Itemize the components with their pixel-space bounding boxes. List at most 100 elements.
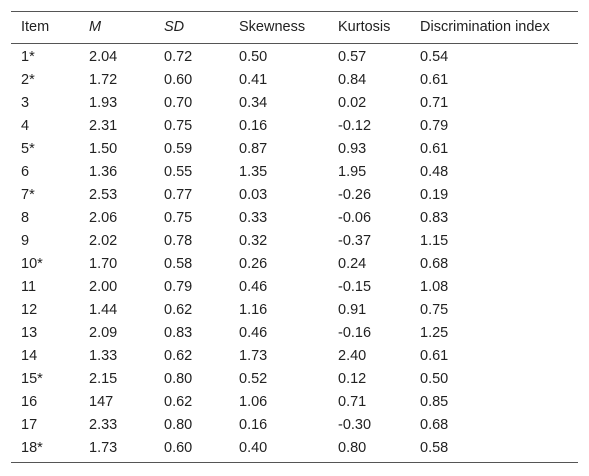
cell-item: 9: [21, 233, 30, 250]
cell-skewness: 0.40: [239, 440, 268, 457]
cell-mean: 1.70: [89, 256, 118, 273]
header-row: Item M SD Skewness Kurtosis Discriminati…: [11, 11, 578, 44]
cell-mean: 1.72: [89, 72, 118, 89]
cell-mean: 1.73: [89, 440, 118, 457]
cell-sd: 0.80: [164, 417, 193, 434]
cell-discrimination-index: 0.19: [420, 187, 449, 204]
cell-item: 6: [21, 164, 30, 181]
cell-kurtosis: 0.84: [338, 72, 367, 89]
cell-item: 2*: [21, 72, 35, 89]
cell-mean: 2.53: [89, 187, 118, 204]
cell-discrimination-index: 0.61: [420, 141, 449, 158]
table-row: 10* 1.70 0.58 0.26 0.24 0.68: [11, 253, 578, 276]
cell-skewness: 1.35: [239, 164, 268, 181]
cell-skewness: 0.52: [239, 371, 268, 388]
cell-item: 18*: [21, 440, 43, 457]
cell-skewness: 0.03: [239, 187, 268, 204]
cell-item: 7*: [21, 187, 35, 204]
cell-item: 12: [21, 302, 38, 319]
table-row: 4 2.31 0.75 0.16 -0.12 0.79: [11, 115, 578, 138]
cell-sd: 0.60: [164, 440, 193, 457]
cell-sd: 0.77: [164, 187, 193, 204]
table-row: 6 1.36 0.55 1.35 1.95 0.48: [11, 161, 578, 184]
cell-kurtosis: -0.16: [338, 325, 372, 342]
cell-skewness: 0.32: [239, 233, 268, 250]
cell-mean: 2.04: [89, 49, 118, 66]
cell-discrimination-index: 0.75: [420, 302, 449, 319]
cell-kurtosis: 1.95: [338, 164, 367, 181]
cell-kurtosis: 0.12: [338, 371, 367, 388]
table-row: 17 2.33 0.80 0.16 -0.30 0.68: [11, 414, 578, 437]
cell-skewness: 1.73: [239, 348, 268, 365]
table-body: 1* 2.04 0.72 0.50 0.57 0.54 2* 1.72 0.60 0.41 0.84…: [11, 44, 578, 463]
cell-mean: 2.33: [89, 417, 118, 434]
cell-skewness: 0.41: [239, 72, 268, 89]
cell-mean: 1.50: [89, 141, 118, 158]
statistics-table-container: Item M SD Skewness Kurtosis Discriminati…: [11, 11, 578, 463]
table-row: 13 2.09 0.83 0.46 -0.16 1.25: [11, 322, 578, 345]
cell-item: 17: [21, 417, 38, 434]
cell-sd: 0.62: [164, 348, 193, 365]
cell-discrimination-index: 1.08: [420, 279, 449, 296]
table-row: 9 2.02 0.78 0.32 -0.37 1.15: [11, 230, 578, 253]
cell-sd: 0.80: [164, 371, 193, 388]
cell-sd: 0.83: [164, 325, 193, 342]
cell-kurtosis: -0.12: [338, 118, 372, 135]
cell-item: 8: [21, 210, 30, 227]
item-statistics-table: Item M SD Skewness Kurtosis Discriminati…: [11, 11, 578, 463]
cell-mean: 2.02: [89, 233, 118, 250]
cell-skewness: 0.26: [239, 256, 268, 273]
cell-discrimination-index: 0.58: [420, 440, 449, 457]
cell-kurtosis: -0.26: [338, 187, 372, 204]
cell-discrimination-index: 0.79: [420, 118, 449, 135]
cell-item: 1*: [21, 49, 35, 66]
cell-sd: 0.75: [164, 210, 193, 227]
cell-discrimination-index: 0.85: [420, 394, 449, 411]
table-row: 5* 1.50 0.59 0.87 0.93 0.61: [11, 138, 578, 161]
header-discrimination-index: Discrimination index: [420, 19, 550, 36]
cell-mean: 2.06: [89, 210, 118, 227]
cell-sd: 0.55: [164, 164, 193, 181]
cell-discrimination-index: 0.61: [420, 348, 449, 365]
cell-sd: 0.75: [164, 118, 193, 135]
header-mean: M: [89, 19, 102, 36]
table-row: 15* 2.15 0.80 0.52 0.12 0.50: [11, 368, 578, 391]
cell-skewness: 0.46: [239, 279, 268, 296]
cell-item: 11: [21, 279, 37, 296]
cell-item: 15*: [21, 371, 43, 388]
cell-kurtosis: 2.40: [338, 348, 367, 365]
cell-discrimination-index: 0.48: [420, 164, 449, 181]
cell-kurtosis: -0.06: [338, 210, 372, 227]
cell-skewness: 0.34: [239, 95, 268, 112]
cell-item: 5*: [21, 141, 35, 158]
cell-sd: 0.72: [164, 49, 193, 66]
cell-skewness: 0.87: [239, 141, 268, 158]
cell-discrimination-index: 0.68: [420, 256, 449, 273]
table-row: 3 1.93 0.70 0.34 0.02 0.71: [11, 92, 578, 115]
cell-kurtosis: -0.37: [338, 233, 372, 250]
cell-mean: 1.33: [89, 348, 118, 365]
table-row: 7* 2.53 0.77 0.03 -0.26 0.19: [11, 184, 578, 207]
cell-sd: 0.58: [164, 256, 193, 273]
cell-discrimination-index: 0.71: [420, 95, 449, 112]
cell-sd: 0.59: [164, 141, 193, 158]
cell-kurtosis: 0.57: [338, 49, 367, 66]
cell-mean: 1.36: [89, 164, 118, 181]
cell-mean: 2.00: [89, 279, 118, 296]
table-row: 12 1.44 0.62 1.16 0.91 0.75: [11, 299, 578, 322]
header-sd: SD: [164, 19, 185, 36]
cell-sd: 0.79: [164, 279, 193, 296]
cell-item: 10*: [21, 256, 43, 273]
cell-mean: 147: [89, 394, 114, 411]
header-kurtosis: Kurtosis: [338, 19, 391, 36]
cell-mean: 2.31: [89, 118, 118, 135]
cell-kurtosis: -0.15: [338, 279, 372, 296]
cell-kurtosis: 0.24: [338, 256, 367, 273]
cell-discrimination-index: 0.61: [420, 72, 449, 89]
cell-skewness: 1.16: [239, 302, 268, 319]
cell-item: 3: [21, 95, 30, 112]
table-row: 8 2.06 0.75 0.33 -0.06 0.83: [11, 207, 578, 230]
cell-sd: 0.62: [164, 394, 193, 411]
table-row: 1* 2.04 0.72 0.50 0.57 0.54: [11, 44, 578, 70]
table-row: 11 2.00 0.79 0.46 -0.15 1.08: [11, 276, 578, 299]
